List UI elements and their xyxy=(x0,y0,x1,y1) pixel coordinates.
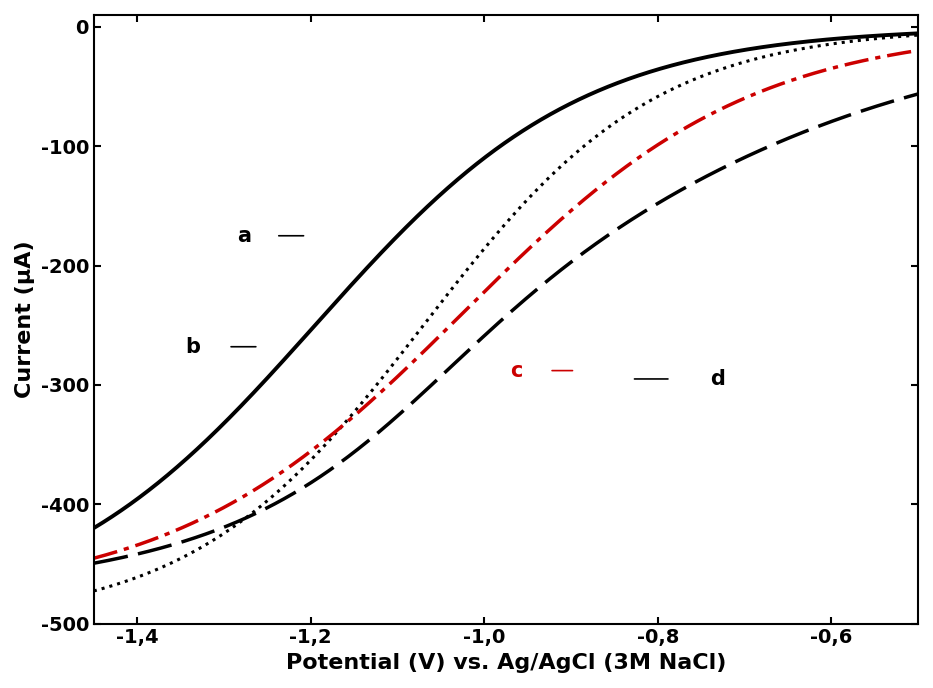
Y-axis label: Current (μA): Current (μA) xyxy=(15,241,35,398)
Text: b: b xyxy=(185,336,200,357)
Text: c: c xyxy=(510,361,522,380)
X-axis label: Potential (V) vs. Ag/AgCl (3M NaCl): Potential (V) vs. Ag/AgCl (3M NaCl) xyxy=(285,653,726,673)
Text: a: a xyxy=(237,226,251,246)
Text: d: d xyxy=(710,369,725,389)
